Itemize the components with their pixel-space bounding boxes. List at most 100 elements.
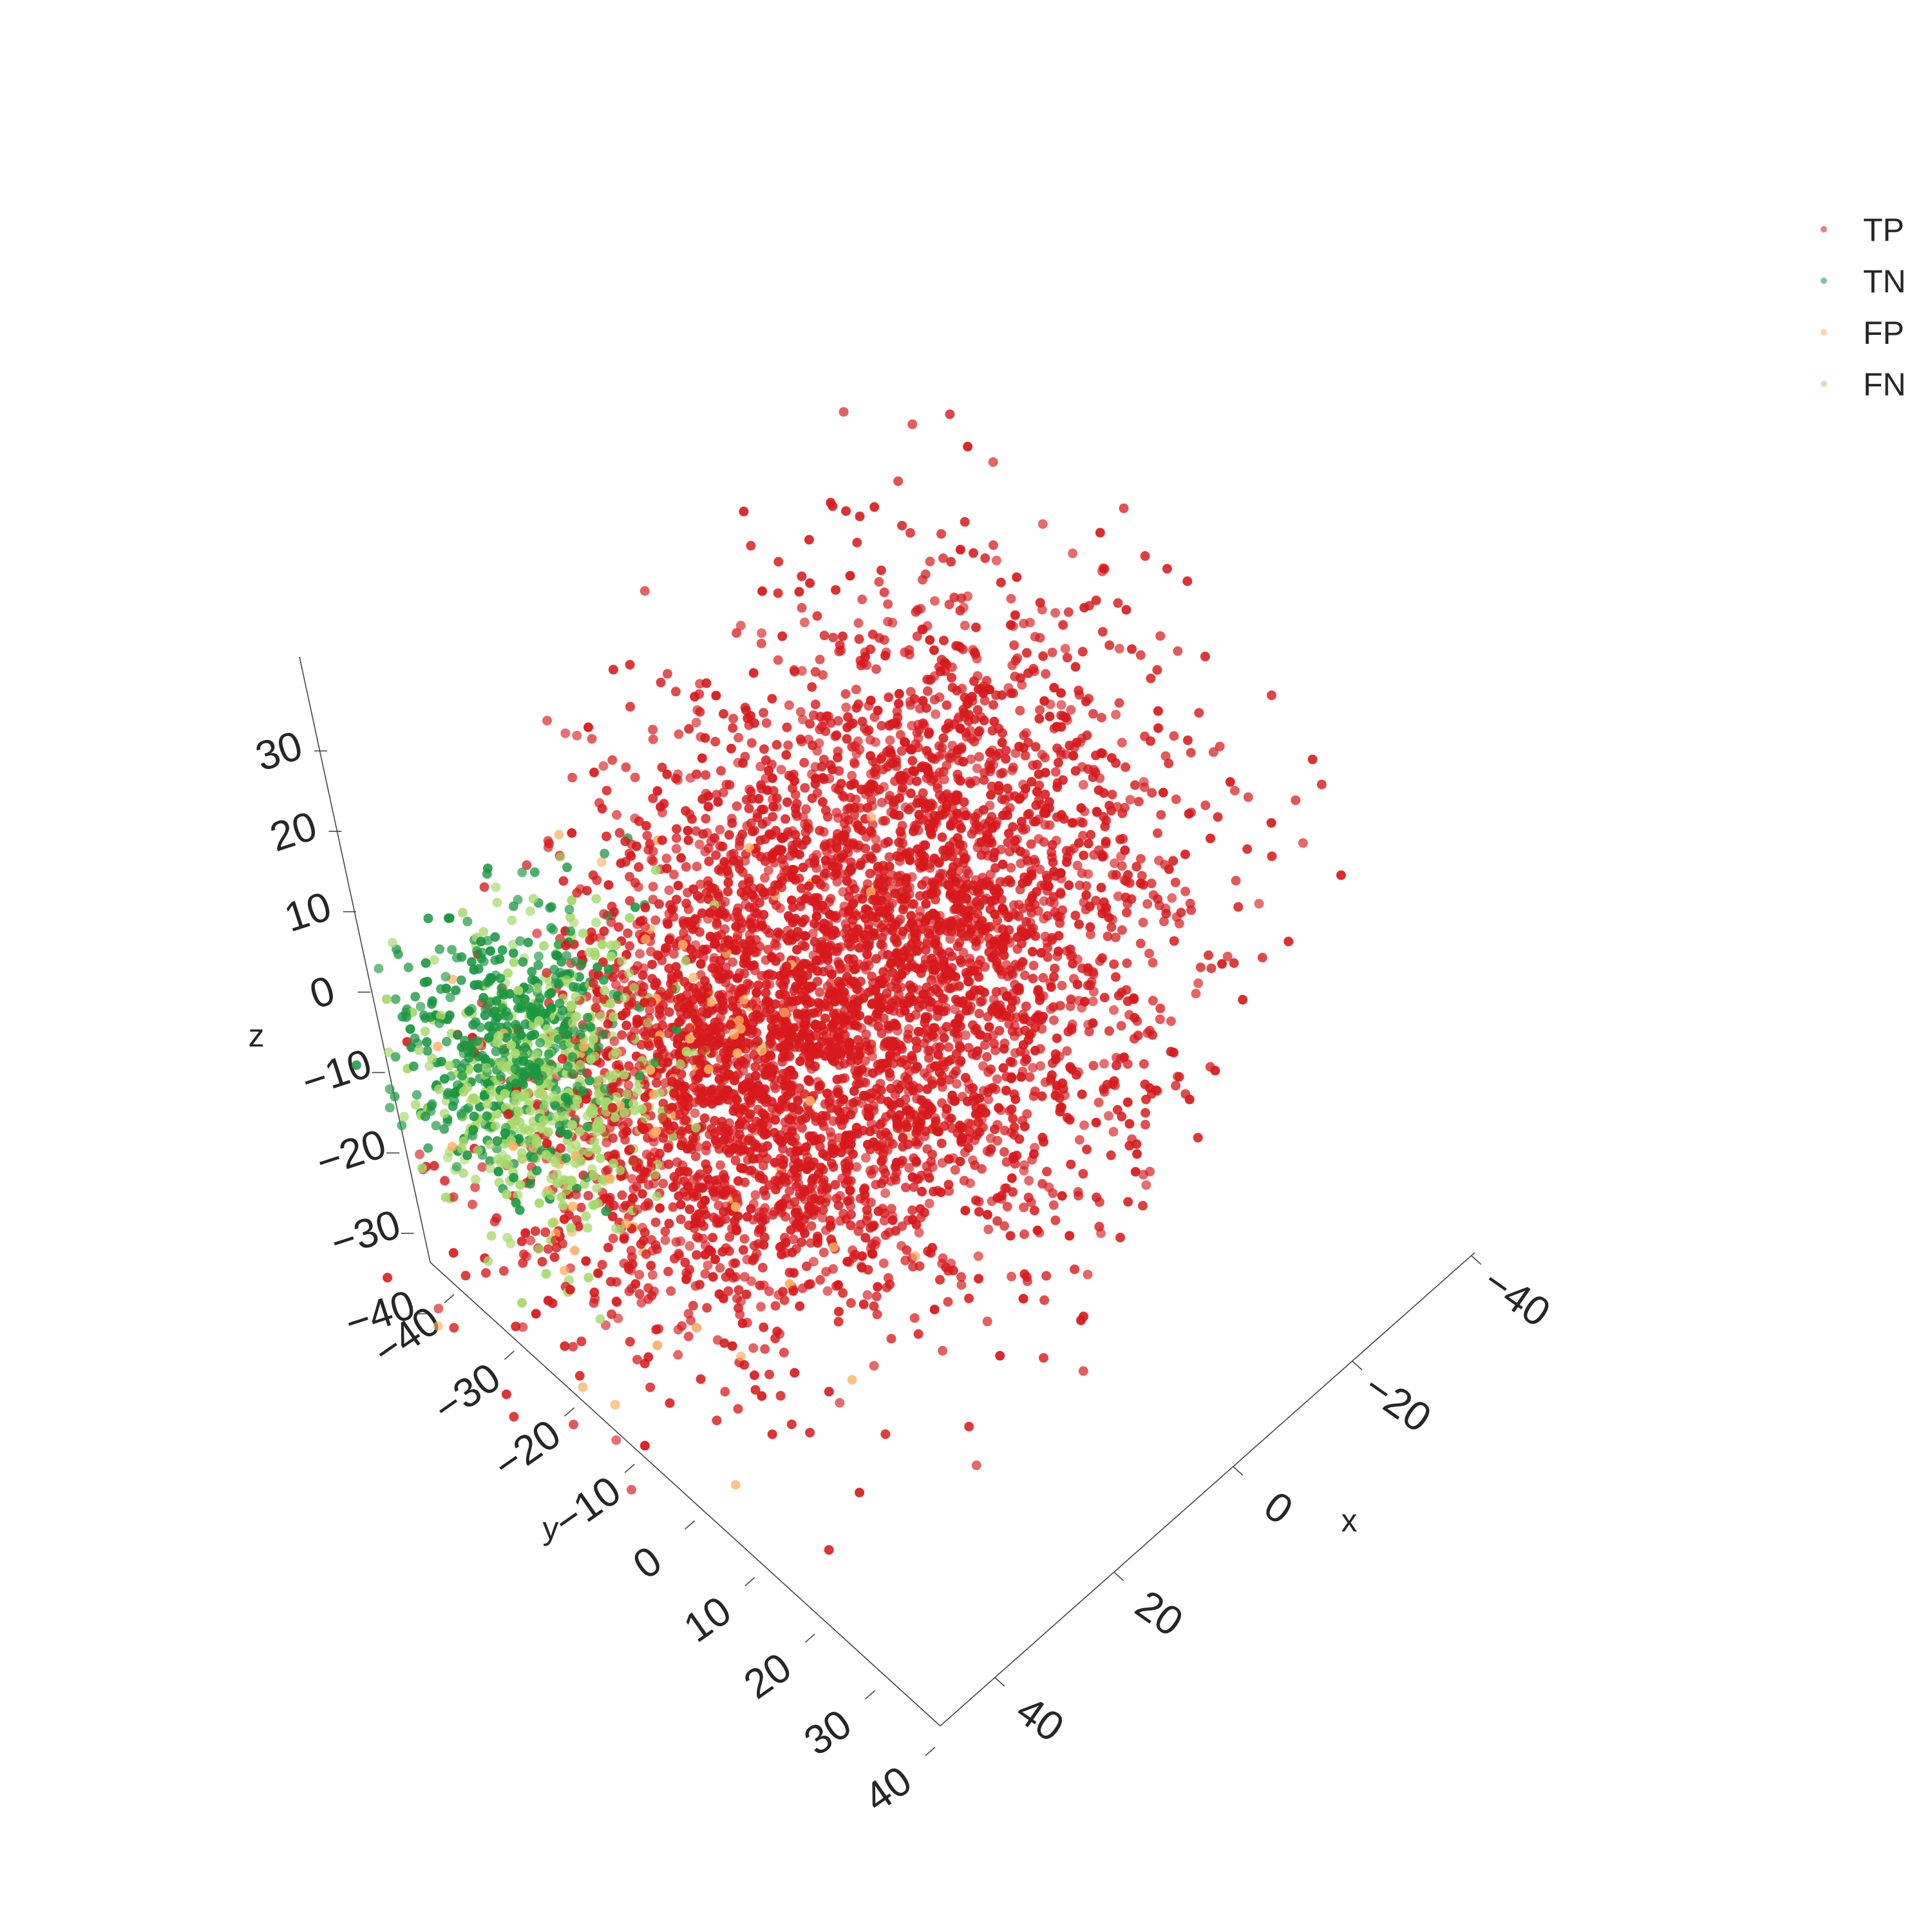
point-tp <box>1020 750 1030 761</box>
point-tp <box>717 1121 726 1132</box>
point-tp <box>1194 708 1204 718</box>
point-tp <box>685 1204 695 1215</box>
point-tp <box>950 1004 960 1014</box>
point-tp <box>750 1062 761 1072</box>
point-tp <box>838 1288 848 1298</box>
point-tp <box>662 668 672 679</box>
point-tp <box>909 694 920 704</box>
point-tp <box>929 645 939 656</box>
point-fn <box>592 1121 602 1131</box>
point-tp <box>847 770 857 781</box>
point-fp <box>703 1064 714 1074</box>
point-tp <box>1037 519 1048 529</box>
point-fn <box>429 955 439 965</box>
point-tp <box>738 1081 748 1091</box>
point-tn <box>462 1150 473 1160</box>
point-tp <box>925 925 935 935</box>
point-tp <box>969 548 978 558</box>
y-tick-label: 0 <box>625 1537 670 1587</box>
point-tp <box>572 730 582 741</box>
point-tp <box>980 845 990 855</box>
point-tp <box>874 577 884 587</box>
point-tp <box>635 916 645 927</box>
point-tp <box>820 1013 830 1023</box>
point-tp <box>960 620 970 630</box>
point-tp <box>1153 828 1162 838</box>
point-tp <box>650 915 661 925</box>
point-tn <box>425 1012 435 1022</box>
point-tp <box>1135 938 1146 949</box>
point-tp <box>1009 900 1019 910</box>
point-tp <box>807 769 817 779</box>
point-tp <box>909 899 919 909</box>
point-fp <box>570 1245 580 1256</box>
point-tp <box>1115 834 1125 844</box>
point-tp <box>974 887 985 898</box>
point-tp <box>1056 746 1066 757</box>
x-axis-label: x <box>1341 1502 1358 1539</box>
point-fn <box>571 992 581 1002</box>
point-tp <box>669 869 679 880</box>
point-tp <box>761 1190 771 1200</box>
point-tp <box>906 918 916 929</box>
point-tp <box>652 786 663 796</box>
point-tp <box>826 498 836 507</box>
point-fn <box>632 1087 642 1097</box>
point-fp <box>735 1023 746 1034</box>
point-tp <box>1008 762 1018 773</box>
point-tn <box>529 1029 540 1039</box>
point-fp <box>621 1218 631 1229</box>
point-tn <box>390 1092 400 1102</box>
point-tp <box>1019 1202 1029 1213</box>
point-tp <box>731 1224 741 1234</box>
point-tp <box>1045 712 1055 721</box>
point-tp <box>961 893 972 904</box>
point-tp <box>567 828 577 838</box>
point-tp <box>698 944 708 954</box>
point-tp <box>1140 551 1150 561</box>
point-tp <box>822 1286 833 1296</box>
point-tp <box>1038 651 1048 661</box>
point-tp <box>907 755 918 766</box>
point-tp <box>775 903 785 913</box>
point-tp <box>1106 922 1117 933</box>
point-tp <box>989 540 998 550</box>
point-tn <box>480 1003 491 1014</box>
point-tp <box>599 926 609 936</box>
point-tp <box>755 835 766 846</box>
point-fn <box>420 1027 430 1037</box>
point-tp <box>634 862 644 872</box>
z-tick-label: −10 <box>296 1039 377 1105</box>
point-tp <box>646 1162 656 1172</box>
point-tp <box>690 940 701 951</box>
point-tp <box>1030 742 1041 752</box>
point-tp <box>835 964 845 974</box>
point-tp <box>648 793 658 804</box>
point-tp <box>696 879 706 889</box>
point-tp <box>776 873 786 883</box>
point-tp <box>774 1135 784 1145</box>
point-fn <box>471 1174 481 1184</box>
point-tp <box>756 1302 766 1312</box>
point-tp <box>992 817 1002 827</box>
point-tp <box>980 696 990 706</box>
point-tp <box>664 1007 674 1017</box>
point-tp <box>750 1190 761 1200</box>
point-tp <box>549 1252 560 1262</box>
point-tp <box>772 802 782 812</box>
point-tp <box>824 897 834 907</box>
point-tp <box>860 1233 871 1243</box>
point-tp <box>804 881 814 891</box>
point-tp <box>663 1140 674 1150</box>
point-tp <box>1107 790 1117 800</box>
point-tp <box>879 587 889 598</box>
point-tp <box>1059 814 1069 824</box>
point-tn <box>457 1063 467 1074</box>
point-tp <box>689 1223 699 1233</box>
point-tp <box>839 1059 849 1069</box>
point-tp <box>756 638 766 649</box>
point-tp <box>938 733 949 743</box>
point-tp <box>1077 868 1087 878</box>
point-tp <box>531 1309 541 1319</box>
point-tp <box>647 855 657 865</box>
